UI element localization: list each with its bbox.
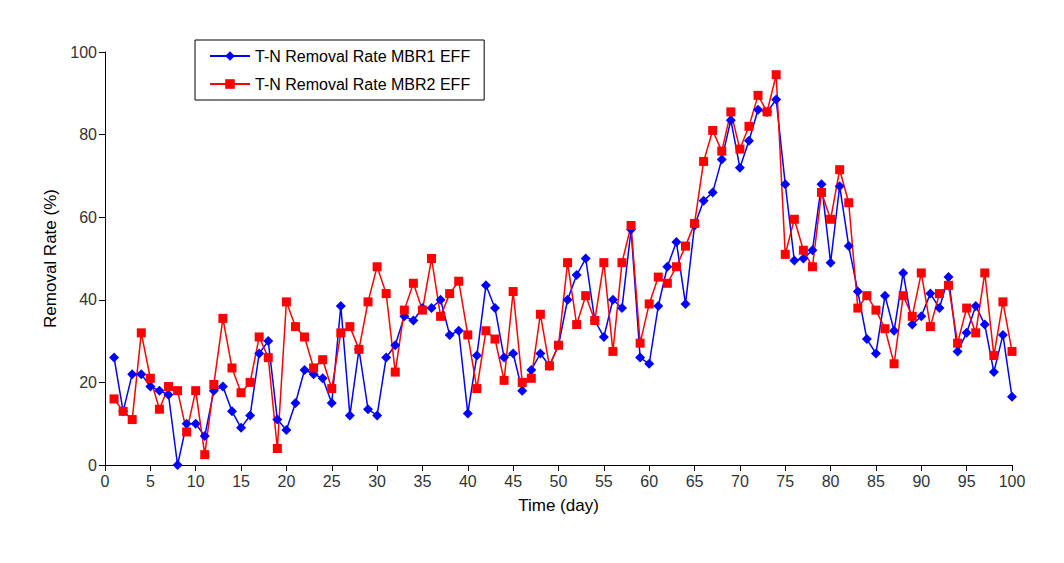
svg-text:65: 65 — [686, 473, 704, 490]
svg-text:85: 85 — [867, 473, 885, 490]
svg-text:15: 15 — [232, 473, 250, 490]
svg-text:T-N Removal Rate MBR2 EFF: T-N Removal Rate MBR2 EFF — [255, 76, 470, 93]
svg-text:45: 45 — [504, 473, 522, 490]
svg-text:60: 60 — [640, 473, 658, 490]
svg-text:100: 100 — [999, 473, 1026, 490]
svg-text:40: 40 — [79, 291, 97, 308]
svg-text:5: 5 — [146, 473, 155, 490]
svg-text:20: 20 — [79, 374, 97, 391]
svg-text:T-N Removal Rate MBR1 EFF: T-N Removal Rate MBR1 EFF — [255, 48, 470, 65]
svg-text:0: 0 — [101, 473, 110, 490]
svg-text:Time (day): Time (day) — [518, 496, 599, 515]
svg-text:75: 75 — [776, 473, 794, 490]
svg-text:30: 30 — [368, 473, 386, 490]
svg-text:40: 40 — [459, 473, 477, 490]
svg-text:60: 60 — [79, 209, 97, 226]
svg-text:0: 0 — [88, 457, 97, 474]
svg-text:35: 35 — [414, 473, 432, 490]
svg-text:80: 80 — [79, 126, 97, 143]
svg-text:Removal Rate (%): Removal Rate (%) — [41, 189, 60, 328]
svg-text:95: 95 — [958, 473, 976, 490]
svg-text:10: 10 — [187, 473, 205, 490]
svg-text:50: 50 — [550, 473, 568, 490]
svg-text:100: 100 — [70, 44, 97, 61]
svg-text:20: 20 — [278, 473, 296, 490]
svg-text:55: 55 — [595, 473, 613, 490]
svg-text:90: 90 — [912, 473, 930, 490]
svg-text:25: 25 — [323, 473, 341, 490]
svg-text:80: 80 — [822, 473, 840, 490]
svg-text:70: 70 — [731, 473, 749, 490]
